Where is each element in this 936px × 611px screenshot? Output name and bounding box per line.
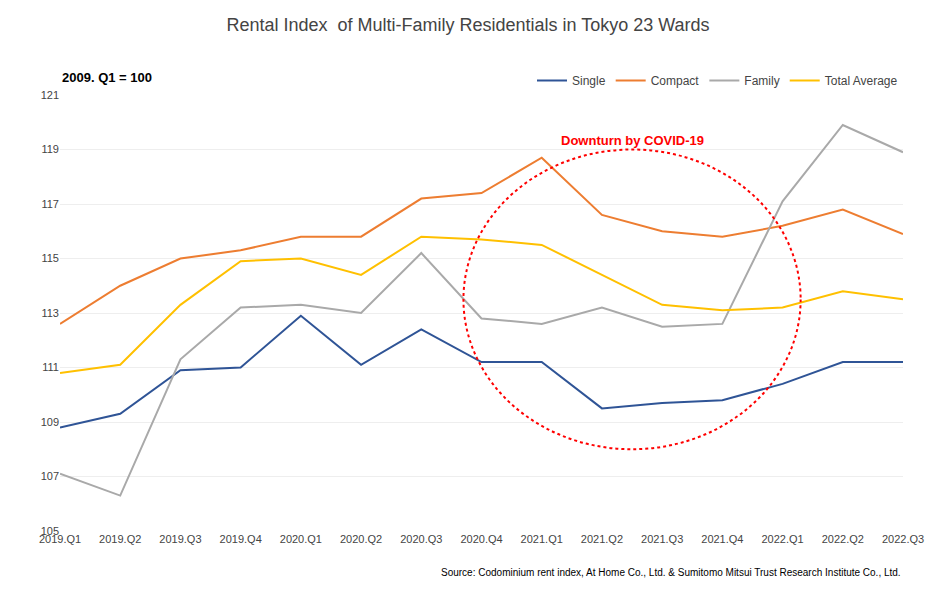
svg-text:2019.Q4: 2019.Q4 — [220, 533, 262, 545]
svg-text:Downturn by COVID-19: Downturn by COVID-19 — [561, 133, 704, 148]
svg-text:119: 119 — [41, 143, 59, 155]
svg-text:2019.Q2: 2019.Q2 — [99, 533, 141, 545]
svg-text:2020.Q3: 2020.Q3 — [400, 533, 442, 545]
svg-text:Source: Codominium rent index,: Source: Codominium rent index, At Home C… — [441, 567, 901, 578]
svg-text:111: 111 — [42, 361, 59, 373]
svg-text:2020.Q1: 2020.Q1 — [280, 533, 322, 545]
svg-text:117: 117 — [41, 198, 59, 210]
svg-text:2021.Q4: 2021.Q4 — [701, 533, 743, 545]
svg-text:115: 115 — [41, 252, 59, 264]
svg-text:2021.Q3: 2021.Q3 — [641, 533, 683, 545]
svg-text:2022.Q3: 2022.Q3 — [882, 533, 924, 545]
svg-text:2020.Q2: 2020.Q2 — [340, 533, 382, 545]
svg-text:2021.Q2: 2021.Q2 — [581, 533, 623, 545]
svg-text:2021.Q1: 2021.Q1 — [521, 533, 563, 545]
svg-text:2022.Q2: 2022.Q2 — [822, 533, 864, 545]
svg-text:Rental Index of Multi-Family: Rental Index of Multi-Family Residential… — [226, 15, 709, 35]
svg-text:2020.Q4: 2020.Q4 — [460, 533, 502, 545]
svg-text:121: 121 — [41, 89, 59, 101]
svg-text:2019.Q1: 2019.Q1 — [39, 533, 81, 545]
svg-text:2009. Q1 = 100: 2009. Q1 = 100 — [62, 70, 152, 85]
svg-text:Total Average: Total Average — [825, 74, 898, 88]
svg-text:2022.Q1: 2022.Q1 — [761, 533, 803, 545]
svg-text:Family: Family — [744, 74, 779, 88]
svg-text:Single: Single — [572, 74, 606, 88]
svg-text:107: 107 — [41, 470, 59, 482]
svg-text:Compact: Compact — [651, 74, 700, 88]
svg-text:2019.Q3: 2019.Q3 — [159, 533, 201, 545]
svg-text:109: 109 — [41, 416, 59, 428]
svg-text:105: 105 — [41, 525, 59, 537]
svg-text:113: 113 — [41, 307, 59, 319]
